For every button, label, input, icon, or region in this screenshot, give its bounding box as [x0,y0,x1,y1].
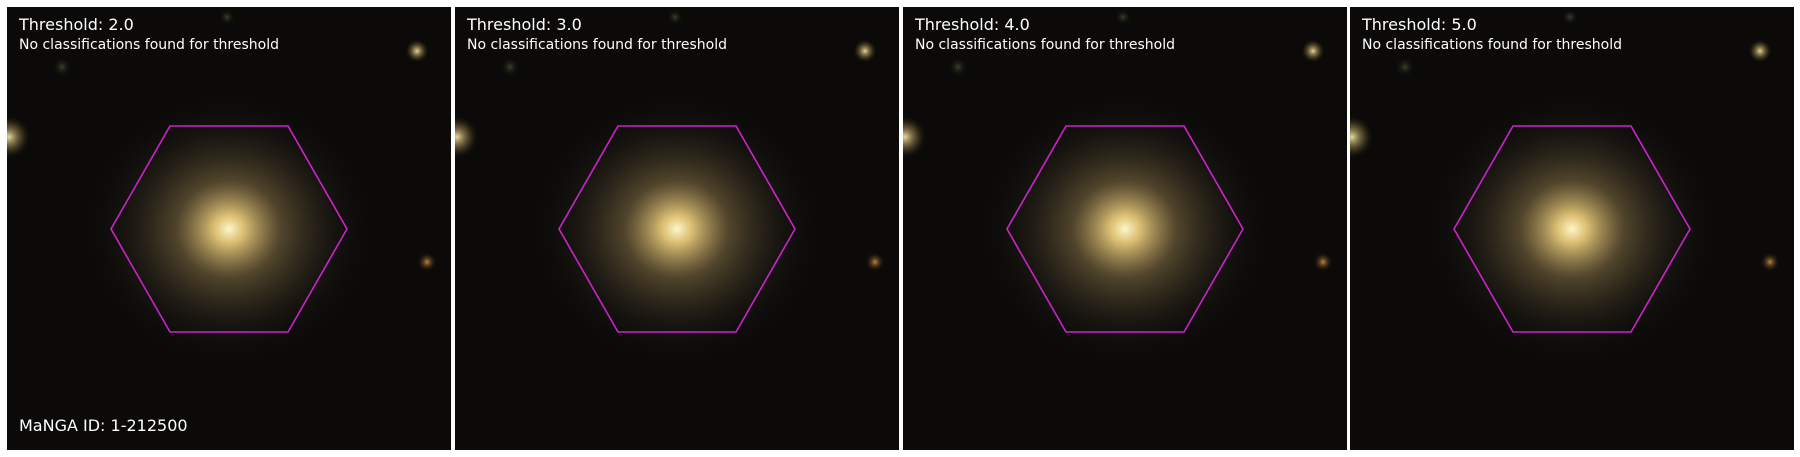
manga-id-label: MaNGA ID: 1-212500 [19,416,188,435]
panel-message: No classifications found for threshold [915,37,1175,53]
panel-title: Threshold: 2.0 [19,15,134,34]
ifu-hexagon [1453,125,1691,333]
panel-title: Threshold: 4.0 [915,15,1030,34]
ifu-hexagon [558,125,796,333]
panel-threshold-4: Threshold: 4.0 No classifications found … [903,7,1347,450]
ifu-hexagon [110,125,348,333]
panel-threshold-3: Threshold: 3.0 No classifications found … [455,7,899,450]
panel-threshold-5: Threshold: 5.0 No classifications found … [1350,7,1794,450]
panel-threshold-2: Threshold: 2.0 No classifications found … [7,7,451,450]
panel-message: No classifications found for threshold [1362,37,1622,53]
ifu-hexagon [1006,125,1244,333]
galaxy-image [7,7,451,450]
panel-message: No classifications found for threshold [467,37,727,53]
galaxy-image [1350,7,1794,450]
panel-message: No classifications found for threshold [19,37,279,53]
panel-title: Threshold: 3.0 [467,15,582,34]
galaxy-image [903,7,1347,450]
galaxy-image [455,7,899,450]
panel-title: Threshold: 5.0 [1362,15,1477,34]
